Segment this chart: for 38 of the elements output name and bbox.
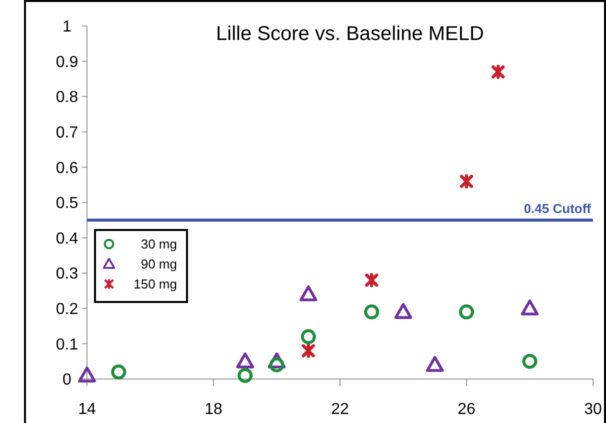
point: [394, 303, 412, 319]
y-tick-label: 0.3: [56, 266, 78, 283]
y-tick-label: 0.8: [56, 89, 78, 106]
legend-label: 30 mg: [140, 236, 177, 252]
point: [520, 300, 539, 316]
y-tick-label: 0.4: [56, 230, 78, 248]
point: [269, 357, 284, 372]
y-tick-label: 0.2: [56, 301, 78, 318]
point: [426, 356, 444, 372]
y-tick-label: 0.5: [56, 195, 78, 212]
y-tick-label: 0.1: [56, 336, 78, 354]
point: [300, 329, 316, 344]
x-tick-label: 30: [584, 401, 602, 418]
x-tick-label: 14: [78, 401, 96, 418]
point: [111, 364, 126, 380]
y-tick-label: 1: [62, 18, 72, 36]
point: [364, 304, 380, 320]
point: [299, 285, 318, 302]
legend-label: 150 mg: [134, 276, 177, 292]
legend-label: 90 mg: [140, 256, 177, 272]
point: [302, 344, 315, 358]
point: [78, 366, 96, 382]
point: [238, 368, 253, 383]
point: [522, 354, 538, 369]
ref-line-label: 0.45 Cutoff: [524, 201, 592, 216]
x-tick-label: 26: [458, 401, 476, 418]
y-tick-label: 0.7: [56, 124, 78, 142]
y-tick-label: 0.6: [56, 160, 78, 177]
point: [459, 304, 474, 320]
point: [492, 64, 505, 79]
y-tick-label: 0: [62, 372, 72, 389]
y-tick-label: 0.9: [56, 54, 78, 71]
point: [365, 273, 378, 288]
chart-title: Lille Score vs. Baseline MELD: [216, 23, 484, 45]
point: [460, 174, 474, 188]
x-tick-label: 22: [331, 401, 349, 418]
point: [236, 352, 254, 368]
x-tick-label: 18: [204, 401, 222, 418]
